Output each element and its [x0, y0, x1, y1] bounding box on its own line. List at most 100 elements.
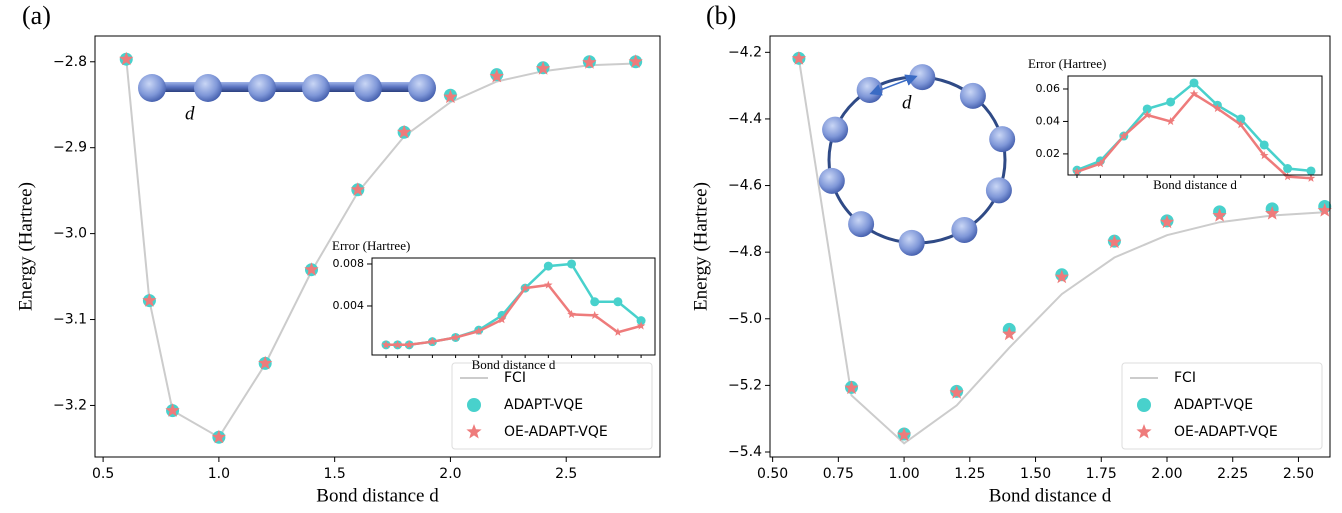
data-point [1265, 206, 1280, 220]
atom [985, 177, 1012, 204]
data-point [304, 262, 319, 276]
data-point [497, 315, 507, 324]
y-tick-label: −3.2 [53, 397, 87, 413]
inset-background [1068, 76, 1322, 175]
data-point [350, 182, 365, 196]
data-point [1107, 234, 1122, 249]
y-tick-label: 0.04 [1036, 114, 1061, 127]
legend-swatch [467, 398, 481, 412]
data-point [474, 326, 484, 335]
data-point [567, 309, 576, 318]
atom [909, 64, 936, 91]
data-point [613, 297, 623, 307]
data-point [1072, 167, 1082, 176]
inset: 0.02 0.04 0.06 Error (Hartree) Bond distance… [1028, 56, 1323, 192]
data-point [1306, 173, 1316, 182]
data-point [489, 68, 504, 83]
data-point [949, 385, 964, 399]
data-point [1283, 172, 1292, 181]
data-point [1119, 131, 1129, 140]
data-point [567, 259, 577, 269]
legend: FCI ADAPT-VQE OE-ADAPT-VQE [1121, 362, 1323, 450]
data-point [142, 293, 157, 307]
x-axis-label: Bond distance d [1153, 177, 1237, 192]
data-point [520, 283, 530, 292]
y-tick-label: −4.8 [728, 244, 762, 260]
atom [951, 216, 978, 243]
atom [848, 211, 875, 238]
annotation: d [902, 92, 912, 113]
data-point [258, 355, 273, 370]
y-tick-label: −2.8 [53, 54, 87, 70]
data-point [636, 316, 646, 326]
axes-frame [769, 35, 1331, 458]
data-point [1166, 116, 1175, 126]
data-point [393, 340, 402, 349]
data-point [1236, 114, 1246, 124]
y-tick-label: 0.008 [333, 257, 365, 270]
legend-label: FCI [504, 370, 526, 386]
chain-molecule [138, 74, 436, 102]
x-tick-label: 1.00 [888, 466, 919, 482]
data-point [1166, 97, 1176, 107]
x-axis-label: Bond distance d [989, 485, 1112, 506]
data-point [1317, 203, 1332, 217]
legend-box [1121, 362, 1323, 450]
data-point [428, 337, 437, 346]
data-point [544, 280, 553, 289]
data-point [1002, 326, 1017, 341]
legend-label: ADAPT-VQE [1174, 397, 1253, 413]
atom [959, 82, 986, 109]
annotation: d [185, 103, 195, 124]
data-point [1259, 151, 1269, 160]
data-point [1189, 89, 1199, 98]
legend: FCI ADAPT-VQE OE-ADAPT-VQE [451, 362, 653, 450]
legend-swatch [1137, 398, 1151, 412]
data-point [1283, 164, 1293, 174]
data-point [636, 321, 646, 330]
y-tick-label: −4.6 [728, 178, 762, 194]
x-tick-label: 1.5 [324, 466, 346, 482]
x-axis-label: Bond distance d [316, 485, 439, 506]
x-tick-label: 2.5 [555, 466, 577, 482]
data-point [1236, 120, 1246, 129]
y-tick-label: −5.0 [728, 311, 762, 327]
inset: 0.004 0.008 Error (Hartree) Bond distance d [332, 238, 656, 372]
bond-arrow [869, 74, 918, 96]
data-point [543, 261, 553, 271]
data-point [590, 297, 600, 307]
data-point [1159, 214, 1175, 229]
data-point [404, 340, 414, 349]
atom [822, 116, 849, 143]
data-point [1142, 104, 1152, 114]
legend-label: FCI [1174, 370, 1196, 386]
data-point [119, 51, 134, 66]
data-point [535, 61, 551, 75]
inset-title: Error (Hartree) [1028, 56, 1106, 71]
data-point [443, 89, 458, 104]
atom [989, 126, 1016, 153]
axes-frame [94, 35, 661, 458]
panel-label: (b) [706, 1, 736, 30]
y-tick-label: −5.2 [728, 377, 762, 393]
y-axis-label: Energy (Hartree) [690, 182, 711, 311]
y-axis-label: Energy (Hartree) [15, 182, 36, 311]
x-tick-label: 0.50 [757, 466, 788, 482]
data-point [791, 51, 807, 65]
x-tick-label: 0.5 [92, 466, 114, 482]
data-point [1189, 78, 1199, 88]
data-point [211, 429, 226, 444]
data-point [1306, 166, 1316, 176]
legend-label: OE-ADAPT-VQE [1174, 424, 1278, 440]
data-point [590, 310, 599, 320]
x-axis-label: Bond distance d [472, 357, 556, 372]
legend-label: OE-ADAPT-VQE [504, 424, 608, 440]
y-tick-label: 0.02 [1036, 147, 1061, 160]
data-point [1259, 140, 1269, 150]
atom [818, 167, 845, 194]
x-tick-label: 2.0 [439, 466, 461, 482]
y-tick-label: −2.9 [53, 140, 87, 156]
data-point [1213, 104, 1222, 113]
inset-title: Error (Hartree) [332, 238, 410, 253]
